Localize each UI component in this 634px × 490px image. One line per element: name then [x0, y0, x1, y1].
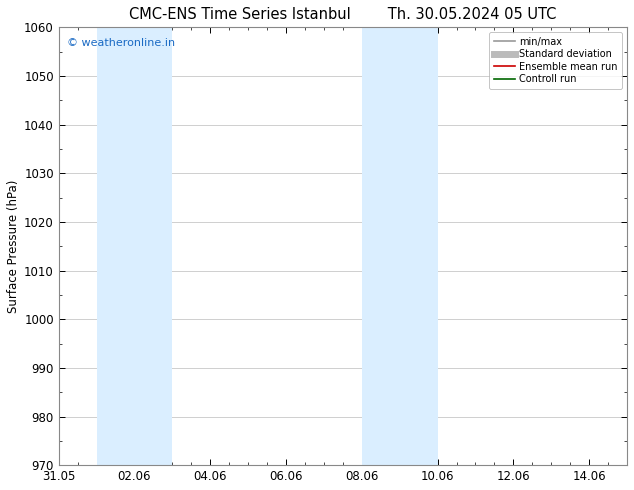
Legend: min/max, Standard deviation, Ensemble mean run, Controll run: min/max, Standard deviation, Ensemble me… [489, 32, 622, 89]
Bar [362, 27, 437, 465]
Y-axis label: Surface Pressure (hPa): Surface Pressure (hPa) [7, 179, 20, 313]
Title: CMC-ENS Time Series Istanbul        Th. 30.05.2024 05 UTC: CMC-ENS Time Series Istanbul Th. 30.05.2… [129, 7, 557, 22]
Bar [96, 27, 172, 465]
Text: © weatheronline.in: © weatheronline.in [67, 38, 176, 48]
